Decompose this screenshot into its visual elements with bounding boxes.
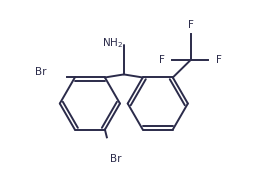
Text: F: F xyxy=(159,55,165,65)
Text: F: F xyxy=(188,20,194,30)
Text: NH$_2$: NH$_2$ xyxy=(102,36,123,50)
Text: Br: Br xyxy=(35,67,46,77)
Text: F: F xyxy=(216,55,222,65)
Text: Br: Br xyxy=(110,154,122,164)
